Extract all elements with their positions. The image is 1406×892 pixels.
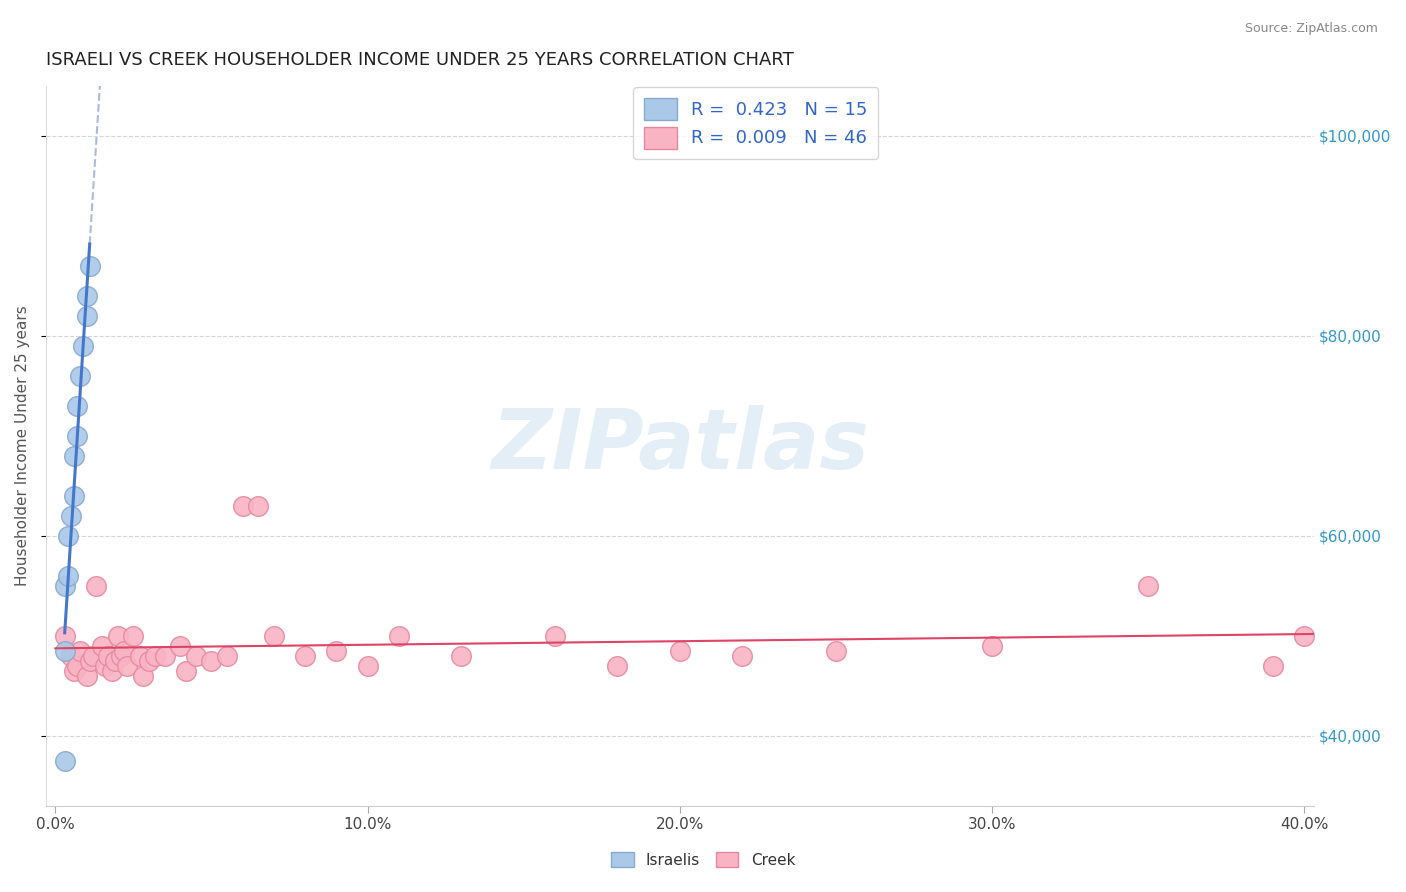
Point [153, 648, 176, 663]
Point [79, 259, 101, 273]
Point [825, 643, 848, 657]
Point [59, 508, 82, 523]
Point [53, 643, 76, 657]
Point [79, 654, 101, 668]
Point [132, 668, 155, 682]
Point [128, 648, 150, 663]
Point [294, 648, 316, 663]
Point [53, 578, 76, 592]
Text: Source: ZipAtlas.com: Source: ZipAtlas.com [1244, 22, 1378, 36]
Point [356, 658, 378, 673]
Point [731, 648, 754, 663]
Point [112, 643, 135, 657]
Legend: R =  0.423   N = 15, R =  0.009   N = 46: R = 0.423 N = 15, R = 0.009 N = 46 [634, 87, 879, 160]
Point [66, 658, 89, 673]
Point [107, 629, 129, 643]
Point [669, 643, 692, 657]
Point [56, 568, 79, 582]
Point [76, 288, 98, 302]
Point [232, 499, 254, 513]
Point [606, 658, 628, 673]
Point [1294, 629, 1316, 643]
Point [72, 338, 94, 352]
Point [200, 654, 222, 668]
Point [97, 648, 120, 663]
Point [217, 648, 239, 663]
Point [66, 399, 89, 413]
Point [66, 428, 89, 442]
Point [450, 648, 472, 663]
Point [110, 648, 132, 663]
Point [56, 528, 79, 542]
Point [91, 639, 114, 653]
Point [76, 668, 98, 682]
Point [69, 368, 91, 383]
Point [247, 499, 270, 513]
Point [53, 754, 76, 768]
Point [100, 664, 122, 678]
Point [184, 648, 207, 663]
Point [1263, 658, 1285, 673]
Point [388, 629, 411, 643]
Point [63, 664, 86, 678]
Point [115, 658, 138, 673]
Point [263, 629, 285, 643]
Point [325, 643, 347, 657]
Point [138, 654, 160, 668]
Point [84, 578, 107, 592]
Legend: Israelis, Creek: Israelis, Creek [603, 844, 803, 875]
Point [63, 449, 86, 463]
Point [1137, 578, 1160, 592]
Point [63, 489, 86, 503]
Point [169, 639, 191, 653]
Point [59, 648, 82, 663]
Point [94, 658, 117, 673]
Point [76, 309, 98, 323]
Point [981, 639, 1004, 653]
Point [69, 643, 91, 657]
Text: ISRAELI VS CREEK HOUSEHOLDER INCOME UNDER 25 YEARS CORRELATION CHART: ISRAELI VS CREEK HOUSEHOLDER INCOME UNDE… [46, 51, 794, 69]
Point [143, 648, 166, 663]
Point [104, 654, 127, 668]
Point [176, 664, 198, 678]
Point [122, 629, 145, 643]
Point [544, 629, 567, 643]
Point [82, 648, 104, 663]
Text: ZIPatlas: ZIPatlas [491, 405, 869, 486]
Point [53, 629, 76, 643]
Y-axis label: Householder Income Under 25 years: Householder Income Under 25 years [15, 305, 30, 586]
